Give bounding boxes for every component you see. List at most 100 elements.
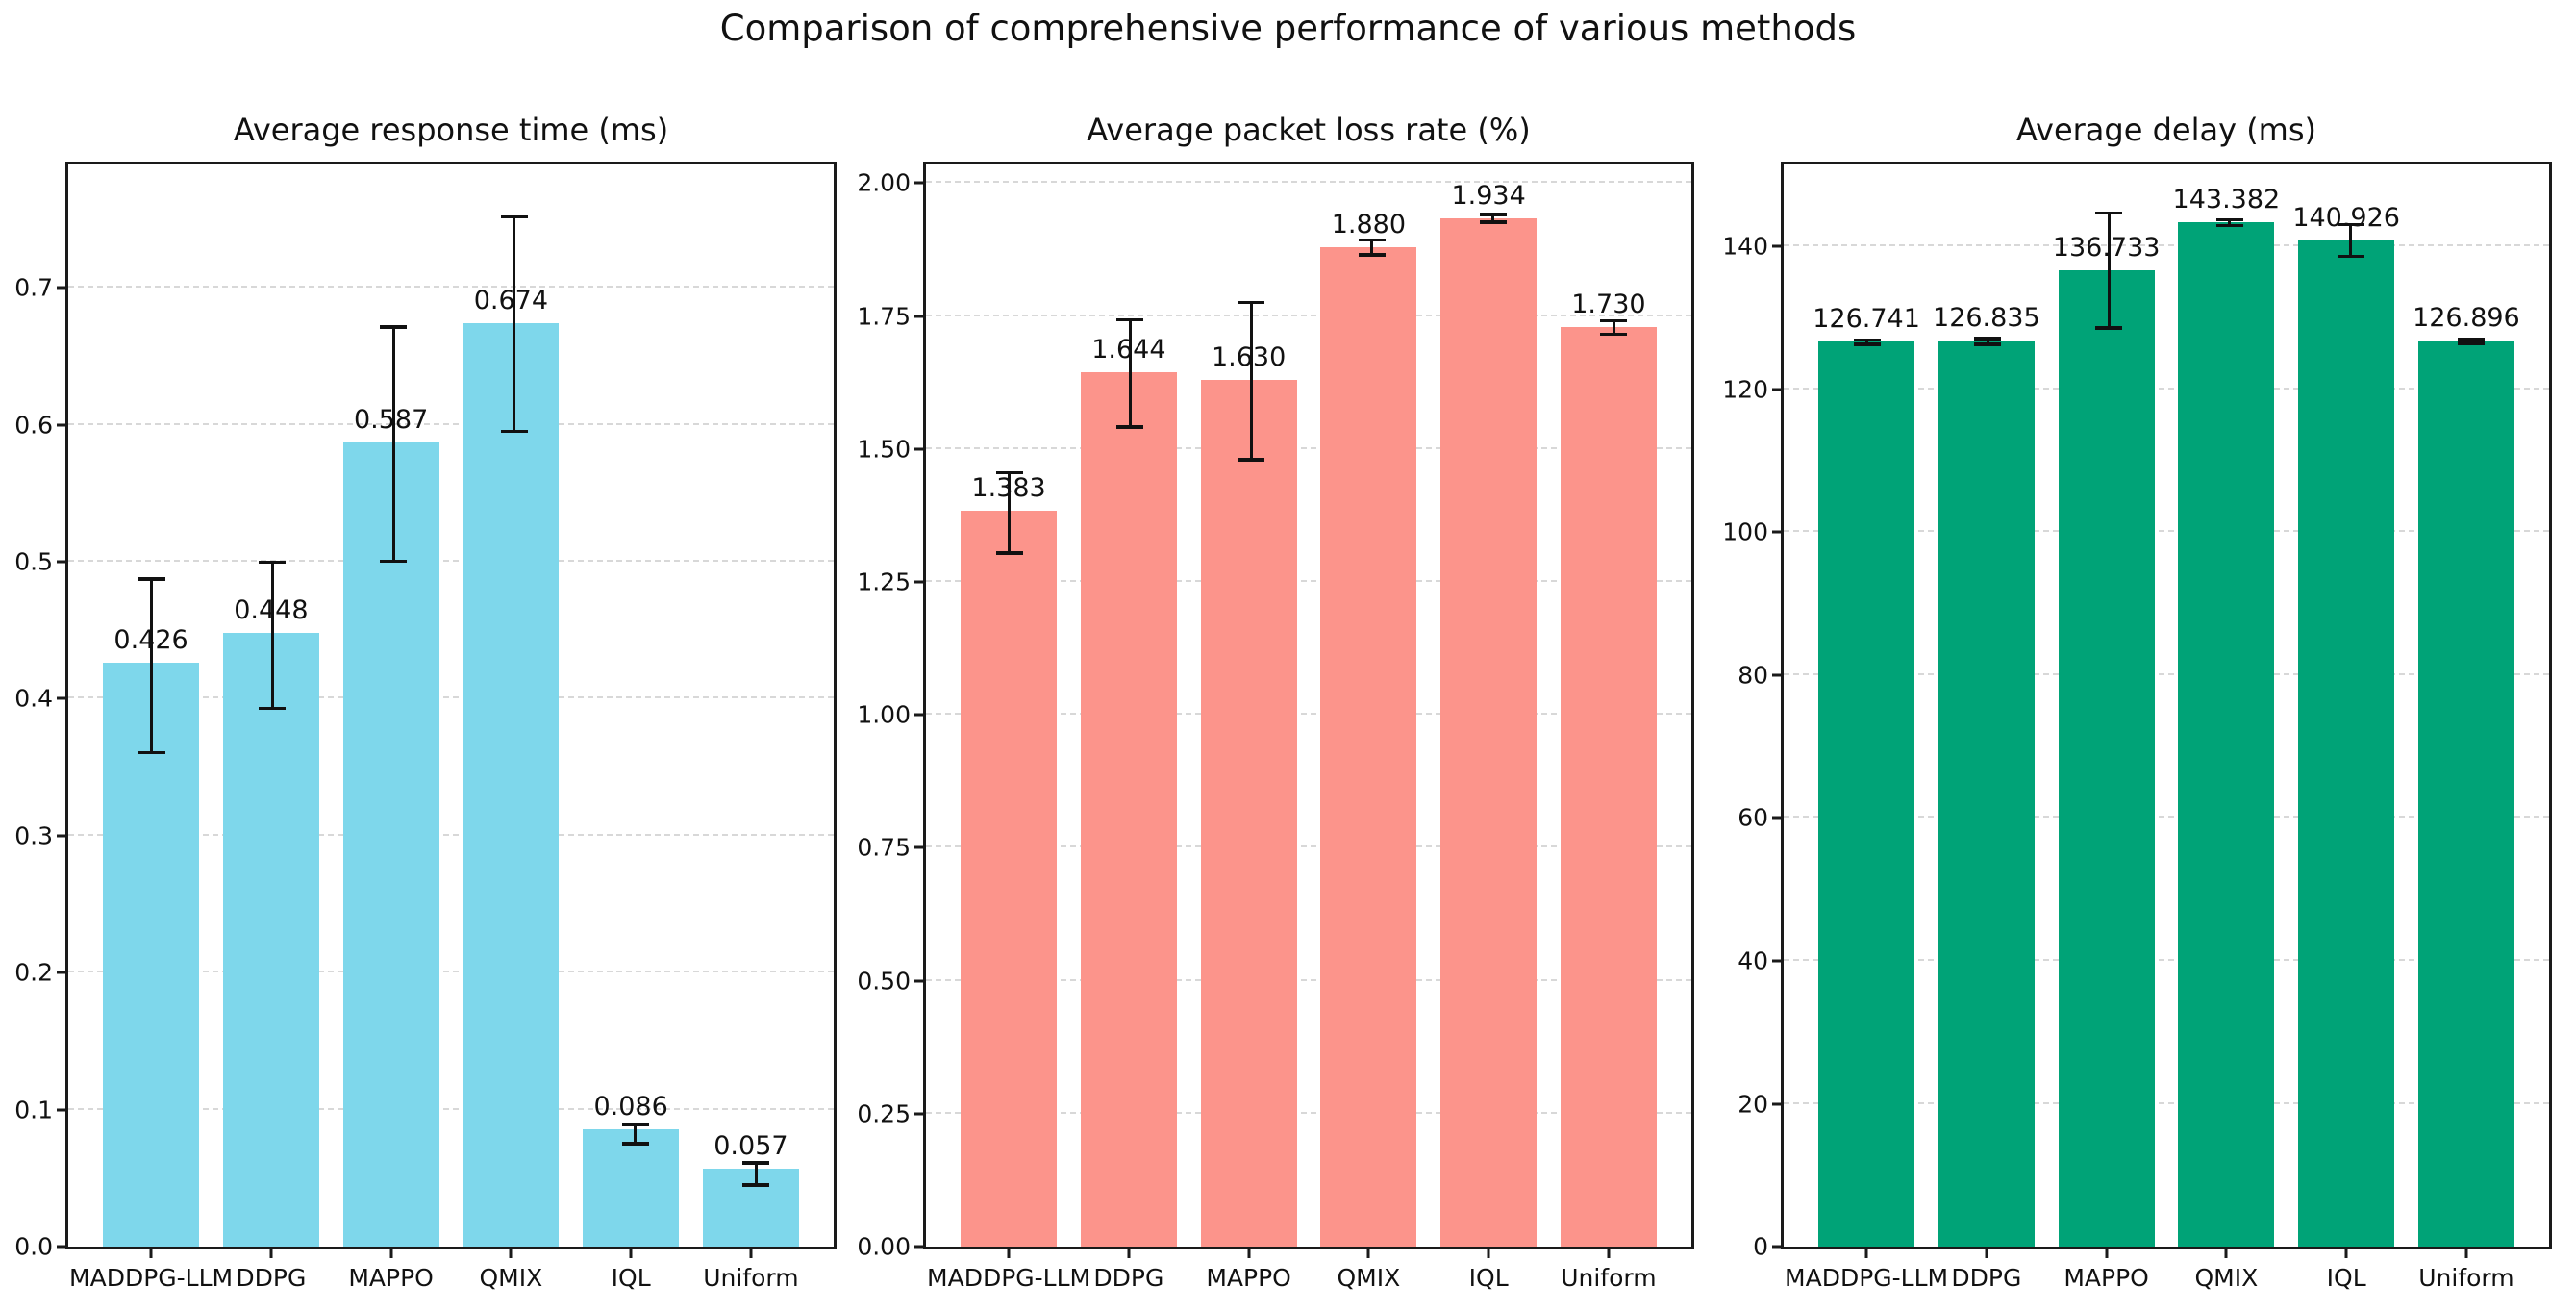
error-bar (1491, 214, 1495, 222)
y-tick-label: 120 (1722, 375, 1768, 404)
y-tick-mark (57, 971, 67, 974)
x-tick-mark (2344, 1248, 2348, 1258)
x-tick-label: DDPG (1093, 1264, 1164, 1292)
x-tick-mark (509, 1248, 513, 1258)
error-bar (754, 1162, 758, 1185)
x-tick-mark (2464, 1248, 2468, 1258)
bar-value-label: 140.926 (2292, 202, 2400, 233)
chart-title: Average response time (ms) (233, 112, 669, 148)
error-bar (513, 216, 516, 432)
x-tick-label: QMIX (479, 1264, 543, 1292)
x-tick-label: MAPPO (2063, 1264, 2149, 1292)
y-tick-label: 0 (1753, 1232, 1768, 1261)
bar-value-label: 126.835 (1933, 303, 2040, 334)
error-bar-cap (621, 1123, 649, 1126)
error-bar-cap (2215, 223, 2243, 228)
error-bar-cap (259, 706, 287, 711)
bar-value-label: 1.934 (1451, 180, 1526, 211)
gridline (926, 181, 1691, 184)
x-tick-label: DDPG (1951, 1264, 2022, 1292)
error-bar (1865, 340, 1869, 345)
x-tick-label: Uniform (2418, 1264, 2514, 1292)
error-bar (391, 326, 395, 562)
figure-title: Comparison of comprehensive performance … (719, 8, 1857, 49)
bar-DDPG (222, 633, 319, 1247)
gridline (926, 579, 1691, 582)
y-tick-mark (1772, 673, 1783, 677)
bar-value-label: 126.896 (2413, 302, 2520, 333)
error-bar (1612, 320, 1615, 335)
y-tick-label: 0.5 (14, 547, 53, 576)
error-bar-cap (380, 559, 408, 564)
gridline (926, 446, 1691, 449)
error-bar-cap (259, 560, 287, 565)
chart-title: Average packet loss rate (%) (1087, 112, 1531, 148)
error-bar-cap (995, 470, 1023, 475)
bar-value-label: 1.880 (1331, 209, 1407, 240)
y-tick-mark (1772, 959, 1783, 963)
gridline (1784, 387, 2549, 390)
x-tick-mark (1127, 1248, 1131, 1258)
gridline (1784, 1101, 2549, 1104)
x-tick-mark (2105, 1248, 2109, 1258)
error-bar-cap (2095, 211, 2123, 215)
y-tick-mark (57, 423, 67, 427)
y-tick-mark (57, 1245, 67, 1249)
bar-value-label: 0.674 (473, 286, 549, 316)
y-tick-label: 40 (1738, 946, 1768, 975)
error-bar-cap (1600, 318, 1628, 323)
x-tick-mark (1864, 1248, 1868, 1258)
y-tick-label: 0.00 (857, 1232, 911, 1261)
bar-value-label: 0.426 (113, 625, 188, 656)
x-tick-mark (1366, 1248, 1370, 1258)
bar-QMIX (463, 323, 560, 1247)
error-bar (150, 578, 154, 753)
error-bar-cap (2095, 326, 2123, 330)
bar-Uniform (1561, 326, 1657, 1247)
x-tick-label: MAPPO (348, 1264, 434, 1292)
bar-IQL (2298, 240, 2395, 1247)
gridline (68, 971, 834, 973)
y-tick-mark (57, 834, 67, 838)
x-tick-label: MAPPO (1206, 1264, 1291, 1292)
gridline (68, 286, 834, 289)
error-bar-cap (138, 750, 165, 755)
error-bar-cap (138, 577, 165, 581)
y-tick-label: 2.00 (857, 168, 911, 197)
gridline (68, 559, 834, 562)
y-tick-label: 0.75 (857, 833, 911, 862)
bar-MADDPG-LLM (1818, 341, 1914, 1247)
y-tick-label: 0.50 (857, 967, 911, 996)
error-bar-cap (995, 551, 1023, 555)
y-tick-label: 1.75 (857, 302, 911, 331)
x-tick-label: IQL (611, 1264, 651, 1292)
gridline (926, 1111, 1691, 1114)
error-bar-cap (1479, 220, 1507, 224)
error-bar-cap (1974, 337, 2002, 341)
bar-value-label: 1.730 (1571, 289, 1646, 319)
gridline (1784, 530, 2549, 533)
plot-area: 0.0 0.1 0.2 0.3 0.4 0.5 0.6 0.7 0.426 MADDPG-LLM 0… (14, 162, 837, 1292)
error-bar-cap (2337, 254, 2364, 259)
y-tick-label: 0.0 (14, 1232, 53, 1261)
x-tick-mark (149, 1248, 153, 1258)
error-bar-cap (1600, 332, 1628, 337)
error-bar-cap (742, 1183, 770, 1187)
error-bar-cap (621, 1142, 649, 1146)
bar-value-label: 143.382 (2172, 185, 2281, 215)
error-bar (1128, 319, 1132, 427)
gridline (68, 1107, 834, 1110)
y-tick-mark (914, 713, 925, 717)
bar-value-label: 1.630 (1211, 341, 1287, 372)
plot-area: 0 20 40 60 80 100 120 140 126.741 MADDPG-LLM 126.8… (1722, 162, 2552, 1292)
bar-Uniform (2418, 340, 2514, 1247)
chart-panel-response-time: Average response time (ms) 0.0 0.1 0.2 0.3 0… (14, 104, 837, 1297)
error-bar-cap (2458, 337, 2486, 341)
bar-value-label: 1.644 (1091, 335, 1166, 366)
x-tick-mark (1985, 1248, 1988, 1258)
error-bar (1249, 302, 1253, 460)
error-bar (270, 562, 274, 709)
x-tick-label: DDPG (236, 1264, 307, 1292)
x-tick-label: Uniform (1561, 1264, 1657, 1292)
bar-DDPG (1080, 372, 1177, 1247)
